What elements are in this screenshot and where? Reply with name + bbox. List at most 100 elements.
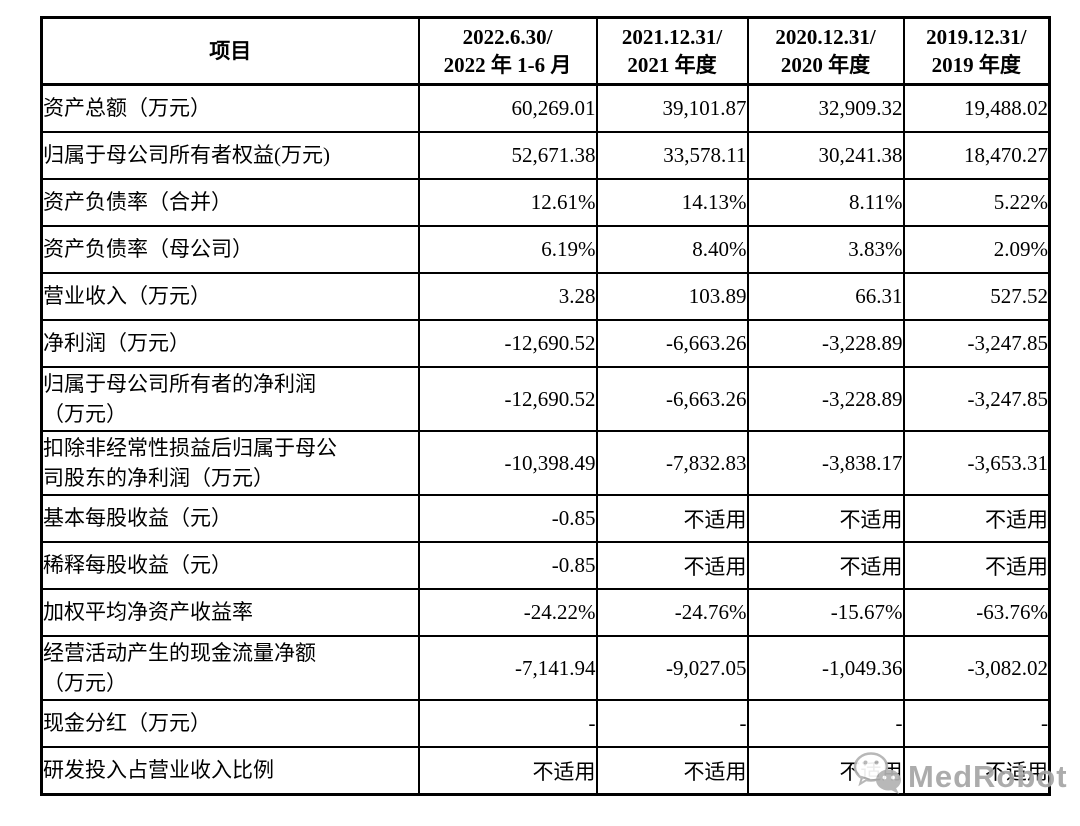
- row-value: -15.67%: [746, 588, 905, 637]
- row-value: -: [902, 699, 1051, 748]
- row-value: 不适用: [595, 494, 749, 543]
- row-value: 不适用: [746, 494, 905, 543]
- row-value: 8.40%: [595, 225, 749, 274]
- row-value: 6.19%: [417, 225, 598, 274]
- row-label: 稀释每股收益（元）: [40, 541, 420, 590]
- column-header-period-2021: 2021.12.31/ 2021 年度: [595, 16, 749, 86]
- row-value: 不适用: [902, 494, 1051, 543]
- row-value: 66.31: [746, 272, 905, 321]
- row-value: -24.76%: [595, 588, 749, 637]
- row-label: 资产负债率（合并）: [40, 178, 420, 227]
- column-header-period-2020: 2020.12.31/ 2020 年度: [746, 16, 905, 86]
- row-label: 扣除非经常性损益后归属于母公 司股东的净利润（万元）: [40, 430, 420, 496]
- row-value: 2.09%: [902, 225, 1051, 274]
- period-line2: 2019 年度: [931, 53, 1021, 77]
- table-row: 扣除非经常性损益后归属于母公 司股东的净利润（万元） -10,398.49 -7…: [40, 430, 1051, 496]
- table-row: 现金分红（万元） - - - -: [40, 699, 1051, 748]
- period-line1: 2022.6.30/: [462, 24, 553, 49]
- row-value: 19,488.02: [902, 83, 1051, 133]
- row-label: 经营活动产生的现金流量净额 （万元）: [40, 635, 420, 701]
- row-value: 不适用: [746, 746, 905, 796]
- row-value: -: [746, 699, 905, 748]
- period-line2: 2021 年度: [627, 53, 717, 77]
- row-value: 8.11%: [746, 178, 905, 227]
- row-value: 527.52: [902, 272, 1051, 321]
- financial-table: 项目 2022.6.30/ 2022 年 1-6 月 2021.12.31/ 2…: [40, 16, 1051, 796]
- row-label: 净利润（万元）: [40, 319, 420, 368]
- column-header-item: 项目: [40, 16, 420, 86]
- row-value: -9,027.05: [595, 635, 749, 701]
- row-value: -6,663.26: [595, 319, 749, 368]
- row-value: 18,470.27: [902, 131, 1051, 180]
- table-row: 资产总额（万元） 60,269.01 39,101.87 32,909.32 1…: [40, 83, 1051, 133]
- row-value: 12.61%: [417, 178, 598, 227]
- row-value: 33,578.11: [595, 131, 749, 180]
- row-value: 不适用: [746, 541, 905, 590]
- row-value: -0.85: [417, 494, 598, 543]
- row-value: -3,838.17: [746, 430, 905, 496]
- column-header-period-2019: 2019.12.31/ 2019 年度: [902, 16, 1051, 86]
- row-value: -24.22%: [417, 588, 598, 637]
- row-value: 不适用: [595, 746, 749, 796]
- row-value: 14.13%: [595, 178, 749, 227]
- row-value: -3,247.85: [902, 366, 1051, 432]
- row-value: -6,663.26: [595, 366, 749, 432]
- row-value: -7,141.94: [417, 635, 598, 701]
- row-value: 60,269.01: [417, 83, 598, 133]
- row-label: 加权平均净资产收益率: [40, 588, 420, 637]
- row-label: 归属于母公司所有者权益(万元): [40, 131, 420, 180]
- row-value: 不适用: [417, 746, 598, 796]
- row-label: 现金分红（万元）: [40, 699, 420, 748]
- row-value: -3,228.89: [746, 366, 905, 432]
- row-value: 32,909.32: [746, 83, 905, 133]
- row-value: -3,228.89: [746, 319, 905, 368]
- row-value: -12,690.52: [417, 319, 598, 368]
- row-value: 3.28: [417, 272, 598, 321]
- table-row: 营业收入（万元） 3.28 103.89 66.31 527.52: [40, 272, 1051, 321]
- row-label: 归属于母公司所有者的净利润 （万元）: [40, 366, 420, 432]
- row-value: -63.76%: [902, 588, 1051, 637]
- row-label: 基本每股收益（元）: [40, 494, 420, 543]
- table-row: 经营活动产生的现金流量净额 （万元） -7,141.94 -9,027.05 -…: [40, 635, 1051, 701]
- row-value: 3.83%: [746, 225, 905, 274]
- row-value: -7,832.83: [595, 430, 749, 496]
- table-row: 净利润（万元） -12,690.52 -6,663.26 -3,228.89 -…: [40, 319, 1051, 368]
- row-value: -: [595, 699, 749, 748]
- period-line2: 2020 年度: [780, 53, 871, 77]
- row-value: -3,082.02: [902, 635, 1051, 701]
- row-value: 52,671.38: [417, 131, 598, 180]
- row-value: 不适用: [595, 541, 749, 590]
- row-value: 39,101.87: [595, 83, 749, 133]
- row-label: 研发投入占营业收入比例: [40, 746, 420, 796]
- row-value: 103.89: [595, 272, 749, 321]
- table-row: 资产负债率（母公司） 6.19% 8.40% 3.83% 2.09%: [40, 225, 1051, 274]
- row-value: -0.85: [417, 541, 598, 590]
- period-line1: 2021.12.31/: [621, 24, 723, 49]
- row-value: 不适用: [902, 746, 1051, 796]
- row-value: -3,247.85: [902, 319, 1051, 368]
- row-label: 资产总额（万元）: [40, 83, 420, 133]
- row-value: -1,049.36: [746, 635, 905, 701]
- table-row: 稀释每股收益（元） -0.85 不适用 不适用 不适用: [40, 541, 1051, 590]
- row-value: -12,690.52: [417, 366, 598, 432]
- period-line1: 2020.12.31/: [775, 24, 876, 49]
- table-row: 研发投入占营业收入比例 不适用 不适用 不适用 不适用: [40, 746, 1051, 796]
- row-value: -3,653.31: [902, 430, 1051, 496]
- row-value: -10,398.49: [417, 430, 598, 496]
- row-value: 5.22%: [902, 178, 1051, 227]
- table-row: 归属于母公司所有者权益(万元) 52,671.38 33,578.11 30,2…: [40, 131, 1051, 180]
- row-value: -: [417, 699, 598, 748]
- table-row: 归属于母公司所有者的净利润 （万元） -12,690.52 -6,663.26 …: [40, 366, 1051, 432]
- row-label: 营业收入（万元）: [40, 272, 420, 321]
- table-row: 基本每股收益（元） -0.85 不适用 不适用 不适用: [40, 494, 1051, 543]
- period-line1: 2019.12.31/: [926, 24, 1027, 49]
- row-label: 资产负债率（母公司）: [40, 225, 420, 274]
- column-header-period-2022: 2022.6.30/ 2022 年 1-6 月: [417, 16, 598, 86]
- table-row: 资产负债率（合并） 12.61% 14.13% 8.11% 5.22%: [40, 178, 1051, 227]
- table-row: 加权平均净资产收益率 -24.22% -24.76% -15.67% -63.7…: [40, 588, 1051, 637]
- period-line2: 2022 年 1-6 月: [443, 53, 572, 77]
- header-row: 项目 2022.6.30/ 2022 年 1-6 月 2021.12.31/ 2…: [40, 16, 1051, 86]
- row-value: 不适用: [902, 541, 1051, 590]
- row-value: 30,241.38: [746, 131, 905, 180]
